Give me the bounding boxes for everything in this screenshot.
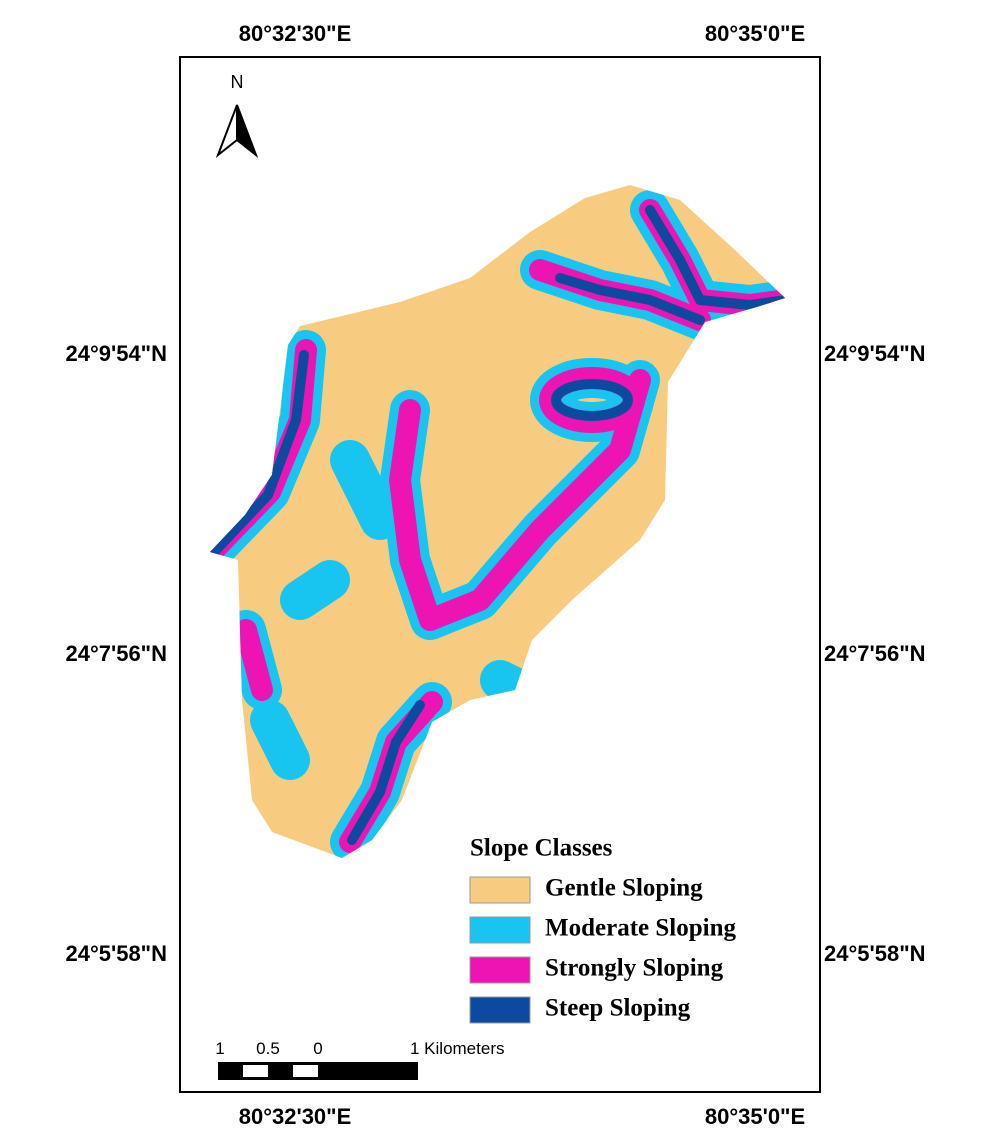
north-arrow-right — [236, 104, 259, 159]
legend-label: Gentle Sloping — [545, 875, 703, 902]
right-coordinate: 24°5'58"N — [824, 941, 926, 966]
scale-bar: 1 0.5 0 1 Kilometers — [215, 1039, 504, 1080]
scale-label: 0 — [313, 1039, 322, 1058]
top-coordinate: 80°35'0"E — [705, 21, 805, 46]
top-coordinate: 80°32'30"E — [239, 21, 352, 46]
scale-bar-gap — [293, 1065, 318, 1077]
bottom-coordinate: 80°35'0"E — [705, 1104, 805, 1129]
scale-bar-gap — [243, 1065, 268, 1077]
left-coordinate: 24°5'58"N — [65, 941, 167, 966]
north-label: N — [231, 72, 244, 92]
legend-label: Strongly Sloping — [545, 955, 724, 982]
region-gentle — [210, 185, 785, 858]
legend-swatch — [469, 996, 531, 1024]
left-coordinate: 24°9'54"N — [65, 341, 167, 366]
right-coordinate: 24°9'54"N — [824, 341, 926, 366]
right-coordinate: 24°7'56"N — [824, 641, 926, 666]
scale-label: 1 — [215, 1039, 224, 1058]
scale-label: 0.5 — [256, 1039, 280, 1058]
coordinate-labels: 80°32'30"E 80°35'0"E 80°32'30"E 80°35'0"E 24… — [65, 21, 925, 1129]
legend-swatch — [469, 916, 531, 944]
legend-title: Slope Classes — [470, 835, 613, 862]
scale-label: 1 Kilometers — [410, 1039, 504, 1058]
bottom-coordinate: 80°32'30"E — [239, 1104, 352, 1129]
legend-label: Moderate Sloping — [545, 915, 736, 942]
left-coordinate: 24°7'56"N — [65, 641, 167, 666]
map-frame — [179, 56, 821, 1093]
legend-label: Steep Sloping — [545, 995, 691, 1022]
legend: Gentle Sloping Moderate Sloping Strongly S… — [469, 875, 736, 1024]
steep-zones — [210, 205, 785, 845]
legend-swatch — [469, 956, 531, 984]
slope-zones — [210, 190, 785, 858]
legend-swatch — [469, 876, 531, 904]
north-arrow-left — [215, 104, 238, 159]
